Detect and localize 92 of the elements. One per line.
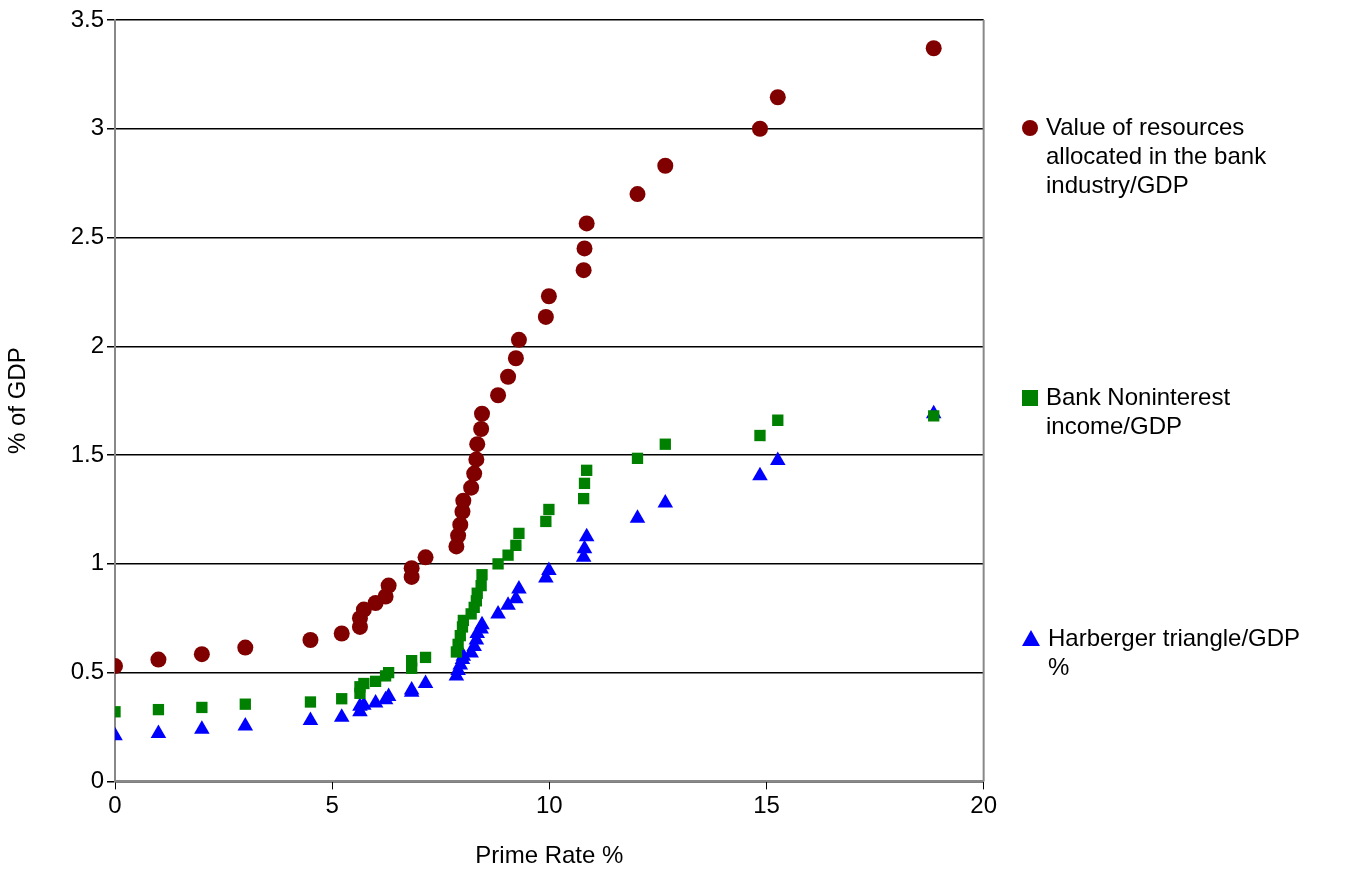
x-tick-label: 20 [970, 791, 997, 819]
point [302, 632, 319, 648]
point [419, 651, 432, 664]
point [751, 120, 768, 137]
point [196, 701, 208, 714]
y-tick-label: 2.5 [70, 222, 104, 250]
point [405, 655, 418, 667]
point [772, 414, 784, 426]
point [492, 558, 504, 570]
point [193, 646, 210, 663]
point [510, 539, 522, 552]
point [500, 596, 516, 610]
point [578, 477, 591, 490]
point [417, 674, 434, 689]
point [469, 436, 486, 453]
point [513, 527, 525, 540]
point [581, 464, 593, 476]
point [302, 711, 319, 725]
point [468, 451, 485, 468]
point [500, 368, 517, 385]
point [752, 466, 768, 481]
point [629, 509, 646, 523]
point [452, 516, 469, 533]
point [540, 288, 557, 305]
point [543, 503, 555, 516]
point [575, 262, 592, 279]
legend-label: Bank Noninterest income/GDP [1046, 381, 1232, 440]
point [367, 694, 384, 708]
point [928, 410, 940, 422]
point [659, 438, 671, 450]
point [474, 615, 490, 630]
x-axis-title: Prime Rate % [475, 841, 624, 869]
point [657, 493, 674, 508]
y-tick-label: 3 [90, 113, 104, 141]
y-tick-label: 3.5 [70, 4, 104, 32]
point [490, 387, 507, 404]
point [629, 186, 646, 203]
point [333, 625, 350, 642]
point [578, 215, 595, 232]
point [237, 716, 254, 731]
point [239, 698, 251, 710]
point [925, 40, 942, 57]
x-tick-label: 15 [753, 791, 780, 819]
point [476, 569, 488, 581]
y-tick-label: 0 [90, 766, 104, 794]
x-tick-label: 0 [108, 791, 122, 819]
point [237, 639, 254, 656]
point [769, 451, 786, 466]
point [754, 429, 766, 442]
y-tick-label: 0.5 [70, 657, 104, 685]
point [194, 720, 210, 734]
point [576, 539, 593, 554]
point [578, 527, 595, 542]
point [355, 601, 372, 618]
point [502, 549, 514, 561]
y-tick-label: 2 [90, 330, 104, 358]
point [511, 579, 527, 594]
point [507, 350, 524, 367]
point [540, 515, 552, 528]
point [304, 696, 317, 708]
point [474, 405, 491, 422]
point [475, 579, 487, 592]
legend-label: Value of resources allocated in the bank industry/GDP [1046, 111, 1268, 199]
point [510, 331, 527, 348]
point [333, 708, 350, 722]
point [490, 604, 506, 619]
point [473, 420, 490, 437]
y-axis-title: % of GDP [3, 347, 31, 455]
point [150, 651, 167, 668]
y-tick-label: 1.5 [70, 439, 104, 467]
point [380, 577, 397, 594]
point [369, 675, 382, 687]
y-tick-label: 1 [90, 548, 104, 576]
point [769, 89, 786, 106]
point [466, 465, 483, 482]
point [336, 693, 348, 705]
point [576, 240, 593, 257]
point [541, 561, 557, 575]
point [463, 479, 480, 496]
point [382, 666, 395, 679]
point [417, 549, 434, 566]
point [152, 703, 165, 716]
point [631, 452, 644, 465]
point [455, 492, 472, 509]
point [150, 724, 167, 739]
point [577, 492, 590, 505]
x-tick-label: 5 [325, 791, 339, 819]
x-tick-label: 10 [535, 791, 563, 819]
legend-label: Harberger triangle/GDP % [1048, 622, 1301, 681]
point [657, 157, 674, 174]
point [537, 308, 554, 325]
point [358, 677, 370, 690]
